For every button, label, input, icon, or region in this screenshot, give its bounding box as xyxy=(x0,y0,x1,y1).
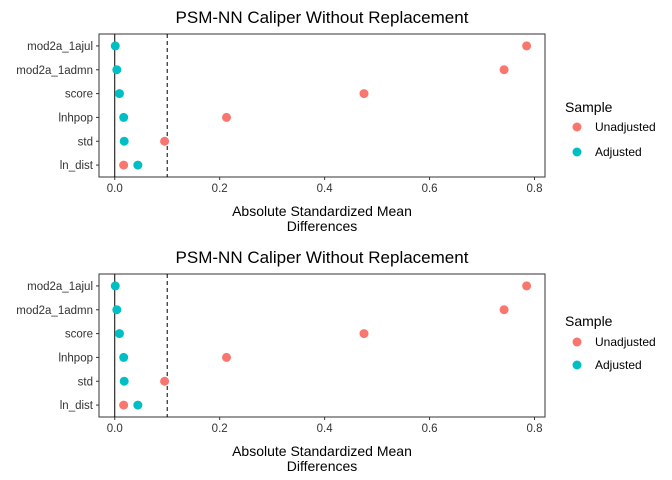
y-tick-label: mod2a_1admn xyxy=(16,305,93,317)
data-point-unadjusted xyxy=(119,160,129,170)
legend-label-adjusted: Adjusted xyxy=(595,358,642,372)
x-axis-title: Differences xyxy=(287,458,358,474)
y-tick-label: mod2a_1ajul xyxy=(27,281,93,293)
y-tick-label: score xyxy=(65,89,93,101)
data-point-adjusted xyxy=(119,136,129,146)
y-tick-label: lnhpop xyxy=(58,112,93,124)
data-point-unadjusted xyxy=(359,329,369,339)
data-point-adjusted xyxy=(133,160,143,170)
data-point-unadjusted xyxy=(522,281,532,291)
x-tick-label: 0.0 xyxy=(107,183,123,195)
legend-label-unadjusted: Unadjusted xyxy=(595,120,656,134)
love-plot-panel: PSM-NN Caliper Without Replacement mod2a_… xyxy=(16,8,655,234)
legend-key-unadjusted xyxy=(572,337,582,347)
chart-title: PSM-NN Caliper Without Replacement xyxy=(176,8,469,27)
x-tick-label: 0.6 xyxy=(422,423,438,435)
x-tick-label: 0.8 xyxy=(527,423,543,435)
data-point-adjusted xyxy=(119,376,129,386)
data-point-adjusted xyxy=(112,65,122,75)
data-point-adjusted xyxy=(133,400,143,410)
legend: Sample Unadjusted Adjusted xyxy=(565,99,656,159)
legend-key-unadjusted xyxy=(572,122,582,132)
data-point-unadjusted xyxy=(160,376,170,386)
y-tick-label: mod2a_1ajul xyxy=(27,41,93,53)
y-tick-label: std xyxy=(78,136,93,148)
x-axis-title: Differences xyxy=(287,218,358,234)
data-point-unadjusted xyxy=(499,65,509,75)
data-point-adjusted xyxy=(114,89,124,99)
x-axis-title: Absolute Standardized Mean xyxy=(232,203,412,219)
love-plot-panel: PSM-NN Caliper Without Replacement mod2a_… xyxy=(16,248,655,474)
legend-key-adjusted xyxy=(572,360,582,370)
data-point-adjusted xyxy=(114,329,124,339)
data-point-unadjusted xyxy=(222,352,232,362)
y-tick-label: mod2a_1admn xyxy=(16,65,93,77)
x-tick-label: 0.2 xyxy=(212,183,228,195)
x-tick-label: 0.6 xyxy=(422,183,438,195)
plot-panel-border xyxy=(98,273,546,418)
data-point-adjusted xyxy=(110,41,120,51)
x-tick-label: 0.2 xyxy=(212,423,228,435)
x-tick-label: 0.0 xyxy=(107,423,123,435)
data-point-unadjusted xyxy=(359,89,369,99)
x-axis-title: Absolute Standardized Mean xyxy=(232,443,412,459)
data-point-adjusted xyxy=(119,352,129,362)
plot-panel-border xyxy=(98,33,546,178)
data-point-unadjusted xyxy=(522,41,532,51)
legend-label-adjusted: Adjusted xyxy=(595,145,642,159)
x-tick-label: 0.4 xyxy=(317,423,334,435)
y-tick-label: std xyxy=(78,376,93,388)
x-tick-label: 0.8 xyxy=(527,183,543,195)
legend-label-unadjusted: Unadjusted xyxy=(595,335,656,349)
data-point-adjusted xyxy=(119,112,129,122)
y-tick-label: score xyxy=(65,329,93,341)
legend: Sample Unadjusted Adjusted xyxy=(565,313,656,372)
legend-key-adjusted xyxy=(572,147,582,157)
x-tick-label: 0.4 xyxy=(317,183,334,195)
y-tick-label: ln_dist xyxy=(60,400,94,412)
data-point-unadjusted xyxy=(499,305,509,315)
data-point-unadjusted xyxy=(160,136,170,146)
y-tick-label: lnhpop xyxy=(58,352,93,364)
legend-title: Sample xyxy=(565,99,613,115)
data-point-adjusted xyxy=(110,281,120,291)
data-point-unadjusted xyxy=(119,400,129,410)
legend-title: Sample xyxy=(565,313,613,329)
data-point-adjusted xyxy=(112,305,122,315)
data-point-unadjusted xyxy=(222,112,232,122)
chart-title: PSM-NN Caliper Without Replacement xyxy=(176,248,469,267)
y-tick-label: ln_dist xyxy=(60,160,94,172)
